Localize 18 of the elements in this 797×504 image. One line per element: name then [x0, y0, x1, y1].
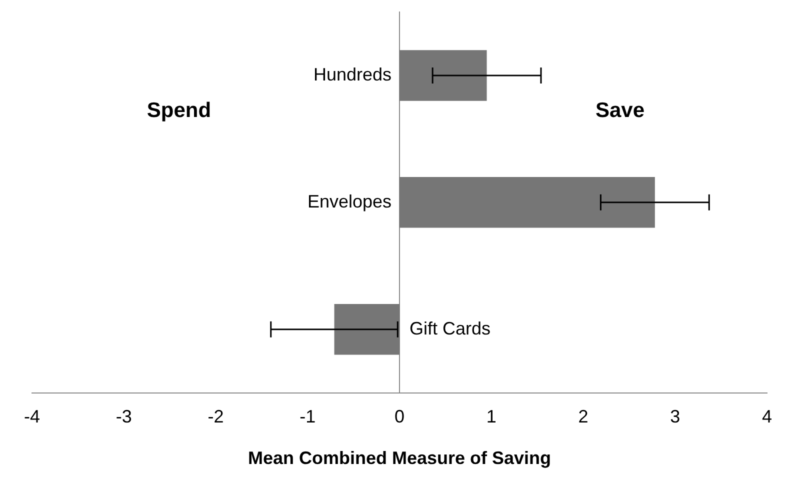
x-tick-label: 3: [670, 406, 680, 427]
x-tick-label: 4: [762, 406, 772, 427]
x-axis-title: Mean Combined Measure of Saving: [248, 448, 552, 468]
bar: [400, 177, 655, 228]
x-tick-label: -4: [24, 406, 40, 427]
x-tick-label: -3: [116, 406, 132, 427]
bar: [334, 304, 400, 355]
x-tick-label: 0: [394, 406, 405, 427]
y-tick-label: Envelopes: [307, 191, 392, 212]
x-tick-label: -2: [208, 406, 224, 427]
y-tick-label: Gift Cards: [410, 318, 491, 338]
x-tick-label: -1: [300, 406, 316, 427]
x-tick-label: 2: [578, 406, 588, 427]
bar: [400, 50, 487, 101]
y-tick-label: Hundreds: [313, 64, 392, 84]
x-tick-label: 1: [486, 406, 496, 427]
annotation: Save: [595, 98, 645, 122]
annotation: Spend: [146, 98, 212, 122]
